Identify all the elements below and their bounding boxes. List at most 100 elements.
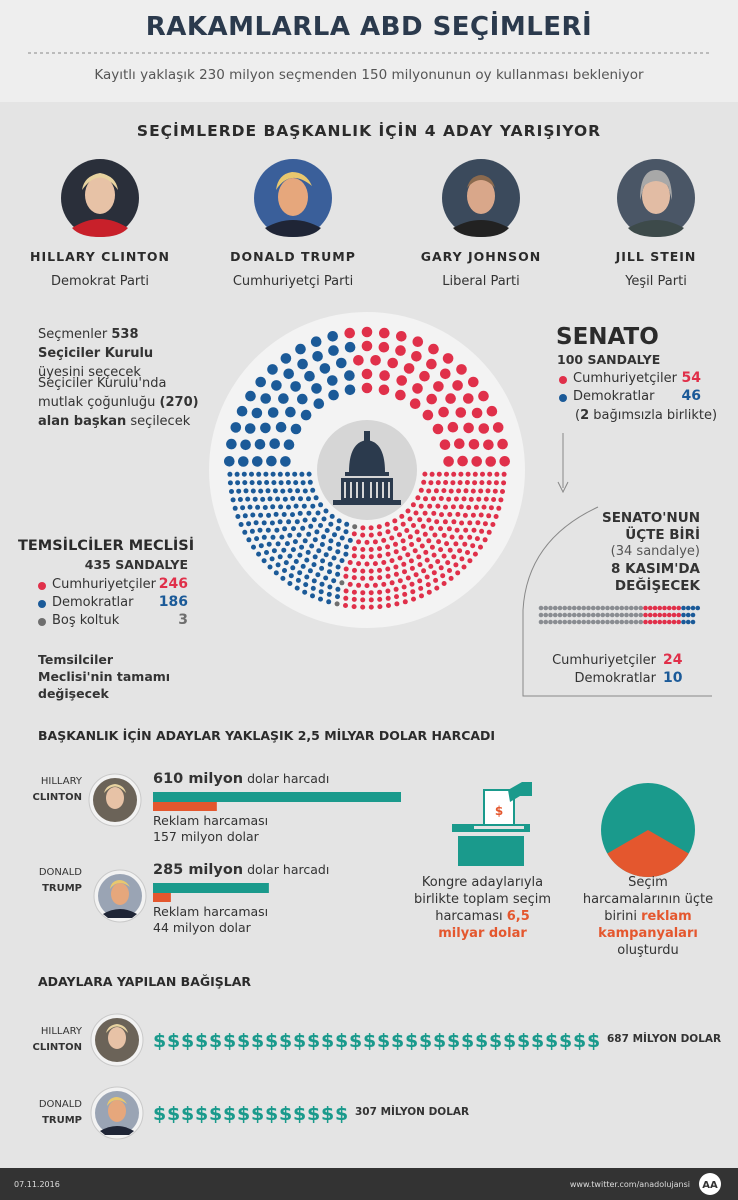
seat-dot	[428, 480, 434, 486]
seat-dot	[443, 480, 449, 485]
legend-dot	[559, 394, 567, 402]
seat-dot	[318, 589, 324, 595]
seat-dot	[488, 505, 494, 511]
dollar-icon: $	[223, 1103, 236, 1125]
seat-dot	[311, 517, 317, 523]
candidate-name: JILL STEIN	[615, 249, 697, 264]
legend-value: 246	[158, 576, 188, 592]
seat-dot	[303, 582, 309, 588]
seat-dot	[344, 384, 356, 396]
seat-dot	[442, 353, 454, 364]
seat-dot	[446, 526, 452, 532]
seat-dot	[316, 548, 322, 554]
dollar-icon: $	[363, 1030, 376, 1052]
seat-dot	[318, 502, 324, 508]
seat-dot	[609, 619, 615, 625]
seat-dot	[377, 531, 383, 537]
seat-dot	[335, 526, 341, 531]
seat-dot	[407, 534, 413, 540]
text: üyesini seçecek	[38, 365, 141, 380]
seat-dot	[343, 529, 349, 535]
seat-dot	[283, 439, 295, 451]
seat-dot	[459, 556, 465, 562]
seat-dot	[416, 554, 422, 560]
seat-dot	[299, 544, 305, 550]
seat-dot	[249, 471, 254, 477]
seat-dot	[436, 471, 442, 477]
seat-dot	[478, 423, 490, 434]
seat-dot	[562, 612, 568, 618]
dollar-icon: $	[237, 1030, 250, 1052]
hemicycle	[224, 326, 511, 610]
dollar-icon: $	[153, 1030, 166, 1052]
seat-dot	[224, 456, 235, 467]
seat-dot	[470, 488, 476, 494]
seat-dot	[275, 562, 281, 568]
seat-dot	[581, 605, 587, 611]
seat-dot	[272, 488, 278, 494]
dollar-icon: $	[573, 1030, 586, 1052]
legend-value: 3	[178, 612, 188, 628]
seat-dot	[364, 583, 370, 589]
seat-dot	[271, 548, 277, 554]
seat-dot	[236, 488, 242, 494]
seat-dot	[339, 580, 345, 586]
seat-dot	[633, 605, 639, 611]
seat-dot	[628, 605, 634, 611]
seat-dot	[327, 584, 333, 590]
dollar-icon: $	[447, 1030, 460, 1052]
dollar-icon: $	[349, 1030, 362, 1052]
seat-dot	[421, 479, 427, 485]
seat-dot	[418, 503, 424, 509]
seat-dot	[327, 561, 333, 567]
seat-dot	[605, 619, 610, 625]
seat-dot	[313, 398, 325, 410]
seat-dot	[385, 566, 391, 572]
seat-dot	[410, 502, 416, 508]
seat-dot	[405, 508, 411, 514]
seat-dot	[576, 619, 582, 625]
house-title: TEMSİLCİLER MECLİSİ	[18, 538, 195, 554]
dollar-icon: $	[433, 1030, 446, 1052]
seat-dot	[389, 535, 395, 541]
seat-dot	[609, 612, 615, 618]
seat-dot	[379, 327, 390, 339]
seat-dot	[323, 508, 329, 514]
change-title: ÜÇTE BİRİ	[625, 527, 700, 543]
seat-dot	[441, 553, 447, 559]
seat-dot	[263, 471, 269, 477]
header-band	[0, 0, 738, 102]
seat-dot	[557, 619, 563, 625]
seat-dot	[254, 439, 266, 450]
seat-dot	[319, 581, 325, 587]
seat-dot	[426, 517, 432, 523]
seat-dot	[471, 527, 477, 533]
seat-dot	[287, 581, 293, 586]
seat-dot	[480, 471, 485, 477]
seat-dot	[364, 539, 370, 545]
last-name: CLINTON	[32, 792, 83, 803]
seat-dot	[444, 471, 449, 477]
seat-dot	[265, 488, 271, 494]
first-name: HILLARY	[40, 1026, 82, 1037]
seat-dot	[290, 512, 295, 518]
seat-dot	[468, 376, 479, 388]
seat-dot	[690, 619, 696, 625]
seat-dot	[290, 547, 296, 553]
seat-dot	[567, 619, 572, 625]
seat-dot	[462, 512, 468, 518]
seat-dot	[290, 565, 296, 571]
legend-dot	[38, 582, 46, 590]
seat-dot	[638, 605, 644, 611]
seat-dot	[314, 529, 320, 535]
seat-dot	[666, 619, 672, 625]
seat-dot	[321, 516, 327, 522]
seat-dot	[410, 589, 416, 595]
seat-dot	[312, 537, 318, 543]
seat-dot	[619, 612, 625, 618]
text: bağımsızla birlikte)	[589, 408, 718, 423]
seat-dot	[264, 550, 269, 555]
text: (270) alan başkan	[38, 395, 199, 429]
seat-dot	[624, 619, 629, 625]
seat-dot	[256, 551, 262, 557]
